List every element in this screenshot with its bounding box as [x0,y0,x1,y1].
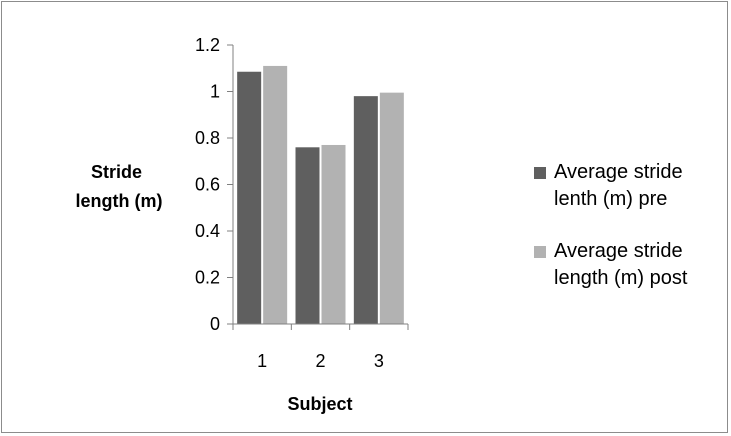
legend-label-pre-line-2: lenth (m) pre [554,188,667,210]
y-tick-label: 1.2 [195,35,220,55]
x-axis-ticks: 1 2 3 [232,324,409,371]
legend-label-post: Average stride length (m) post [554,240,688,289]
y-tick-label: 0.4 [195,221,220,241]
bar-pre-subject-3 [353,96,378,325]
bar-pre-subject-1 [237,71,262,324]
bar-post-subject-3 [379,92,404,324]
y-axis-title: Stride length (m) [76,162,163,211]
legend-swatch-post [534,246,546,258]
y-tick-label: 0 [210,314,220,334]
legend-label-post-line-2: length (m) post [554,267,688,289]
legend-label-pre: Average stride lenth (m) pre [554,161,688,210]
y-axis-ticks: 0 0.2 0.4 0.6 0.8 1 1.2 [195,35,233,334]
legend-item-pre: Average stride lenth (m) pre [534,161,688,210]
x-tick-label: 2 [315,351,325,371]
legend-swatch-pre [534,167,546,179]
legend: Average stride lenth (m) pre Average str… [534,161,688,289]
bar-post-subject-2 [321,144,346,324]
legend-label-post-line-1: Average stride [554,240,683,262]
x-tick-label: 3 [374,351,384,371]
y-tick-label: 0.2 [195,268,220,288]
bar-pre-subject-2 [295,147,320,324]
y-tick-label: 0.6 [195,175,220,195]
y-tick-label: 1 [210,82,220,102]
x-tick-label: 1 [257,351,267,371]
y-axis-title-line-2: length (m) [76,191,163,211]
legend-label-pre-line-1: Average stride [554,161,683,183]
bars [237,65,404,325]
legend-item-post: Average stride length (m) post [534,240,688,289]
y-axis-title-line-1: Stride [91,162,142,182]
x-axis-title: Subject [287,394,352,414]
bar-post-subject-1 [263,65,288,325]
y-tick-label: 0.8 [195,128,220,148]
